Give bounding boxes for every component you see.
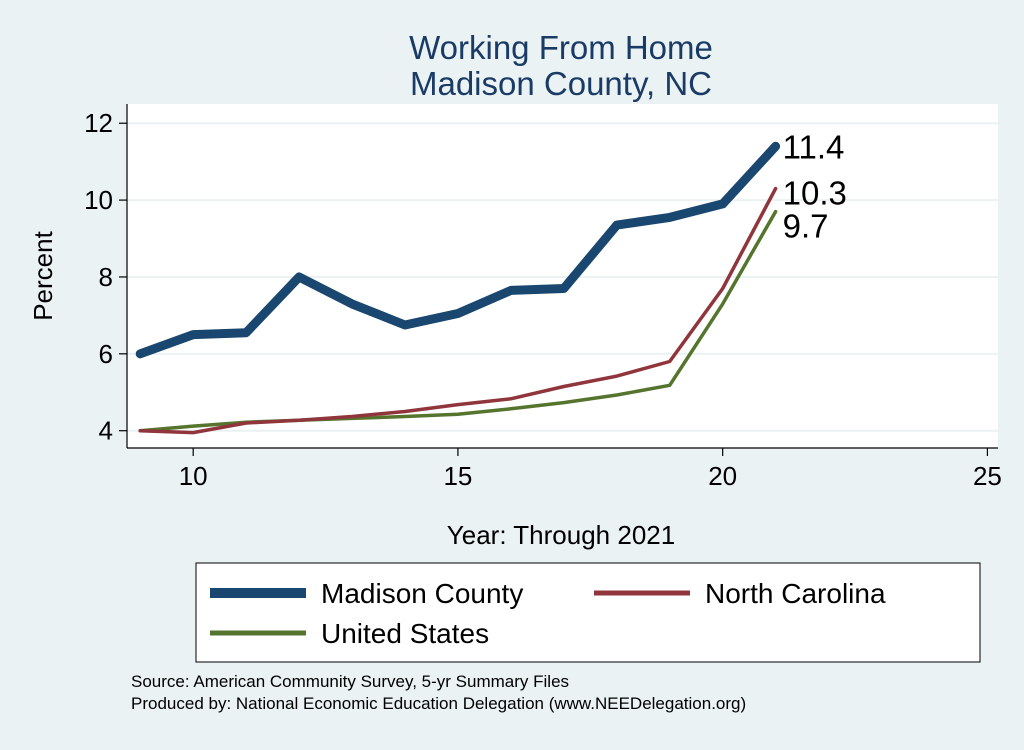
x-tick-label-15: 15 (443, 461, 472, 491)
y-tick-label-8: 8 (99, 262, 113, 292)
source-note: Source: American Community Survey, 5-yr … (131, 672, 569, 691)
series-line-madison-county (135, 141, 781, 359)
series-line-north-carolina (138, 186, 778, 435)
chart-title: Working From Home (409, 29, 713, 66)
x-axis-title: Year: Through 2021 (447, 520, 675, 550)
y-tick-label-4: 4 (99, 416, 113, 446)
axes: 4 6 8 10 12 10 15 20 25 (84, 104, 1002, 491)
producer-note: Produced by: National Economic Education… (131, 694, 746, 713)
chart-subtitle: Madison County, NC (410, 65, 712, 102)
end-labels: 11.4 10.39.7 (783, 128, 847, 244)
legend-box (195, 562, 981, 663)
gridlines (127, 122, 998, 432)
x-tick-label-10: 10 (179, 461, 208, 491)
legend: Madison County North Carolina United Sta… (195, 562, 981, 663)
end-label-united-states: 9.7 (783, 208, 829, 245)
x-tick-label-20: 20 (708, 461, 737, 491)
end-label-madison-county: 11.4 (783, 128, 845, 165)
series-lines (135, 141, 781, 435)
y-tick-label-10: 10 (84, 185, 113, 215)
y-tick-label-12: 12 (84, 108, 113, 138)
legend-label-madison-county: Madison County (321, 578, 523, 609)
y-axis-title: Percent (28, 230, 58, 320)
x-tick-label-25: 25 (973, 461, 1002, 491)
legend-label-north-carolina: North Carolina (705, 578, 886, 609)
end-label-north-carolina: 10.3 (783, 175, 847, 212)
legend-label-united-states: United States (321, 618, 489, 649)
y-tick-label-6: 6 (99, 339, 113, 369)
